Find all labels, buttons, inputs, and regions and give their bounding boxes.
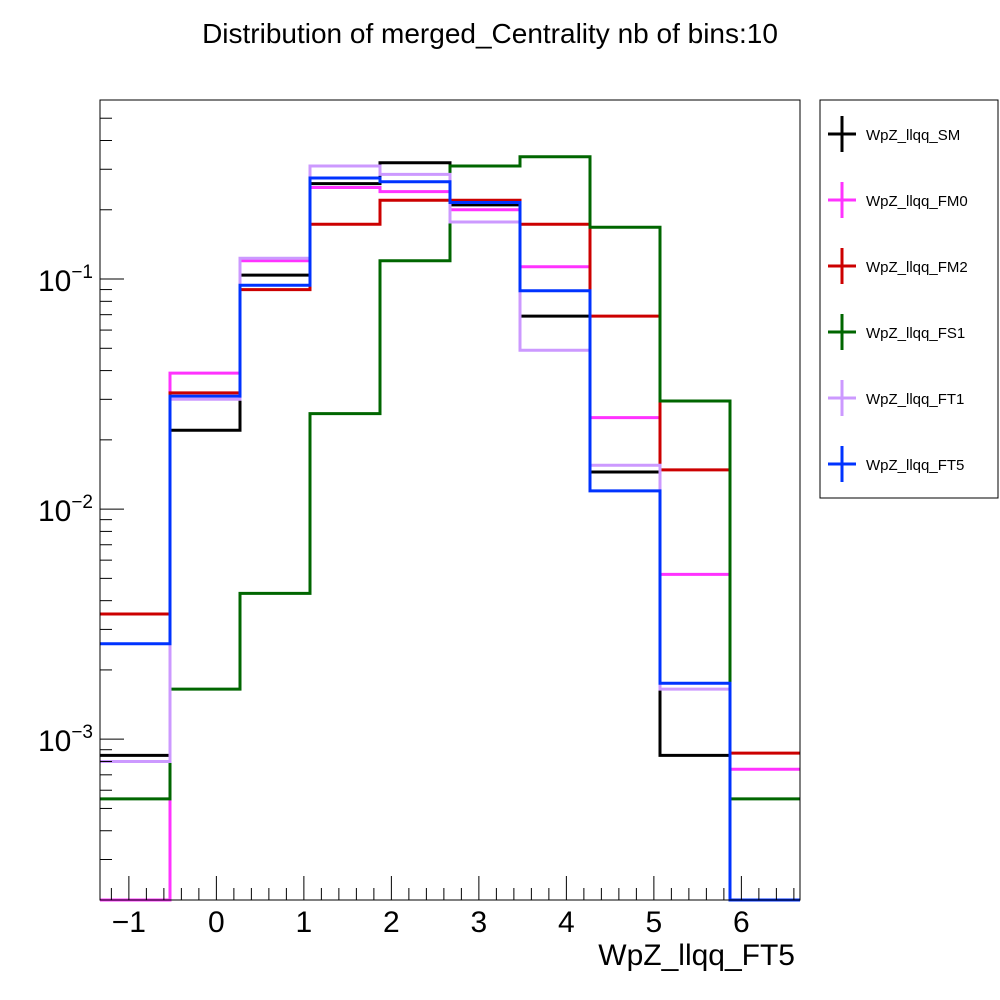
x-tick-label: 3 [471,906,488,939]
x-tick-label: 6 [733,906,750,939]
legend-entry-WpZ_llqq_FT5: WpZ_llqq_FT5 [828,446,964,482]
x-tick-label: −1 [112,906,146,939]
x-tick-label: 0 [208,906,225,939]
legend-label: WpZ_llqq_FM0 [866,193,968,210]
x-axis-label: WpZ_llqq_FT5 [598,939,795,972]
legend-label: WpZ_llqq_FT1 [866,391,964,408]
legend-entry-WpZ_llqq_SM: WpZ_llqq_SM [828,116,960,152]
legend-entry-WpZ_llqq_FM2: WpZ_llqq_FM2 [828,248,968,284]
legend-label: WpZ_llqq_SM [866,127,960,144]
y-tick-label: 10−2 [38,492,93,528]
legend-label: WpZ_llqq_FT5 [866,457,964,474]
x-tick-label: 1 [296,906,313,939]
x-tick-label: 4 [558,906,575,939]
series-layer [100,155,800,902]
legend-box [819,99,999,499]
legend: WpZ_llqq_SM WpZ_llqq_FM0 WpZ_llqq_FM2 WpZ_l… [819,99,999,499]
legend-label: WpZ_llqq_FM2 [866,259,968,276]
legend-entry-WpZ_llqq_FS1: WpZ_llqq_FS1 [828,314,965,350]
legend-entry-WpZ_llqq_FT1: WpZ_llqq_FT1 [828,380,964,416]
legend-label: WpZ_llqq_FS1 [866,325,965,342]
axes-layer: −1 0 1 2 3 4 5 6 10−3 10−2 10−1 [38,117,795,939]
legend-entry-WpZ_llqq_FM0: WpZ_llqq_FM0 [828,182,968,218]
y-tick-label: 10−1 [38,262,93,298]
plot-frame [99,99,801,901]
x-tick-label: 2 [383,906,400,939]
x-tick-label: 5 [646,906,663,939]
series-line-WpZ_llqq_FT5 [100,176,800,902]
series-WpZ_llqq_FT5 [100,176,800,902]
chart-title: Distribution of merged_Centrality nb of … [202,18,778,49]
y-tick-label: 10−3 [38,722,93,758]
